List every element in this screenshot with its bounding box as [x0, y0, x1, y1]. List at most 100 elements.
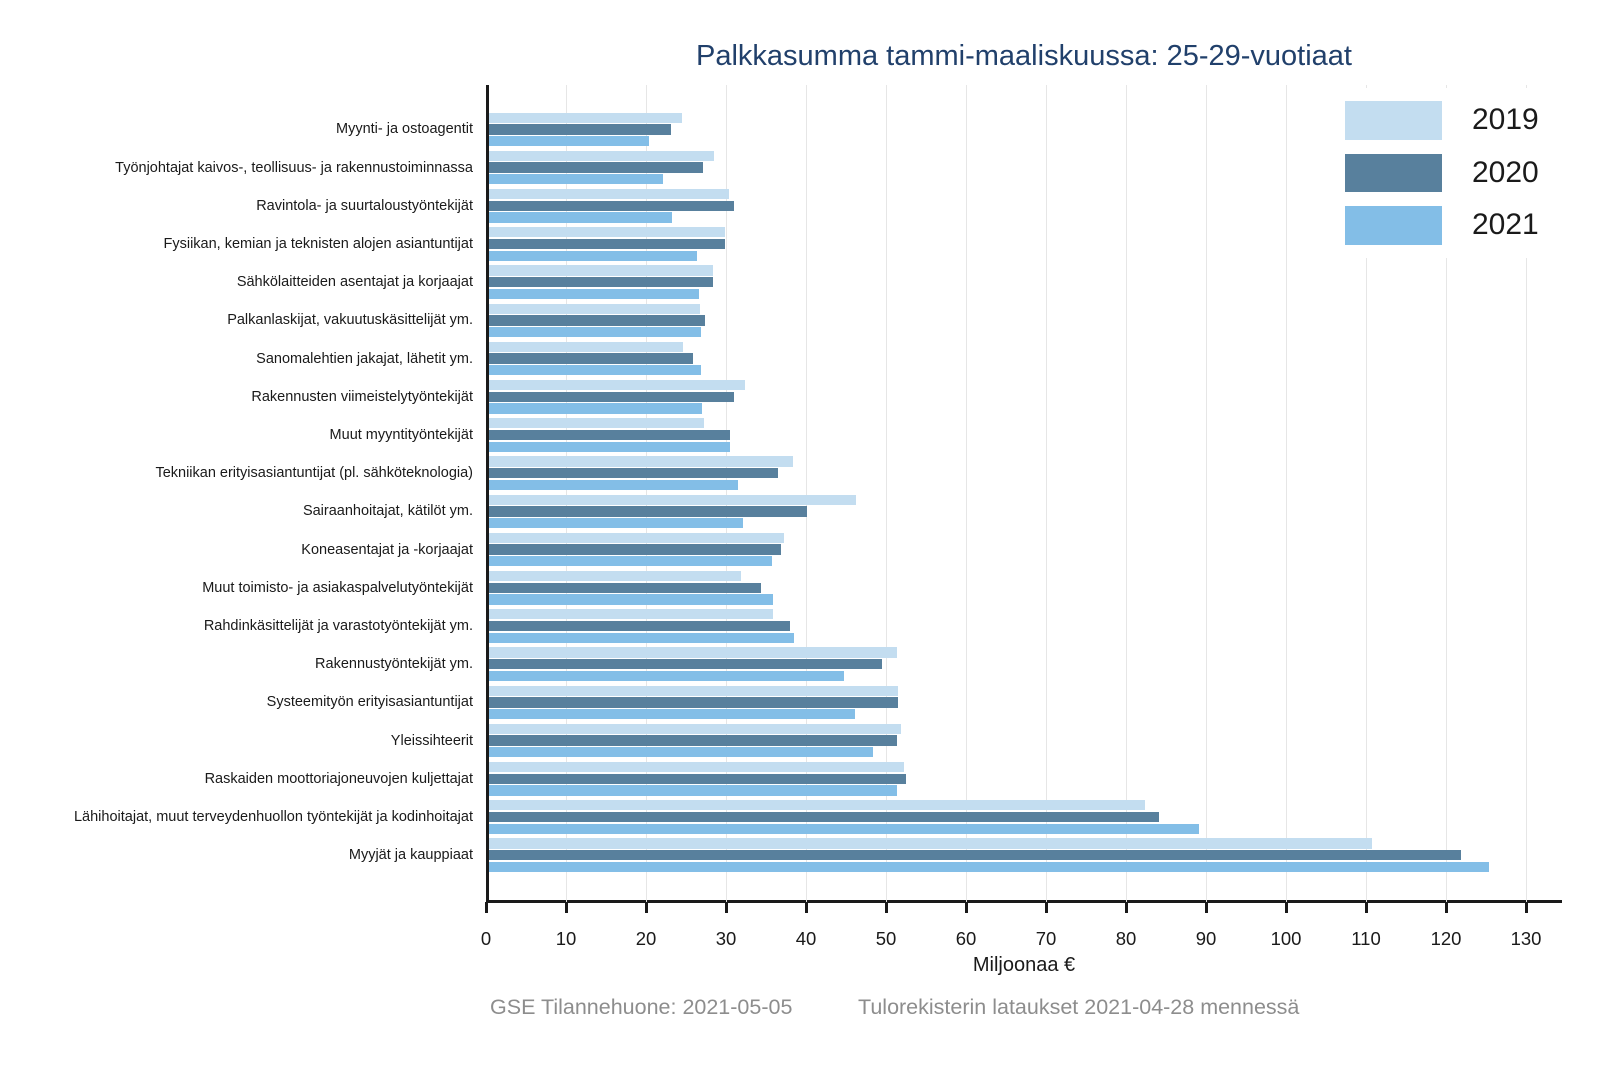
- bar-2020-row3: [488, 200, 735, 211]
- x-tick-label-110: 110: [1351, 928, 1381, 949]
- bar-2021-row3: [488, 212, 672, 223]
- category-label: Rakennusten viimeistelytyöntekijät: [251, 388, 473, 405]
- bar-2020-row2: [488, 162, 703, 173]
- gridline-50: [886, 85, 887, 902]
- x-tick-label-80: 80: [1115, 928, 1137, 949]
- bar-2019-row18: [488, 761, 904, 773]
- bar-2019-row4: [488, 227, 726, 238]
- legend-label-2019: 2019: [1472, 103, 1539, 136]
- bar-2021-row1: [488, 135, 650, 147]
- bar-2019-row6: [488, 303, 700, 314]
- bar-2021-row10: [488, 479, 739, 491]
- bar-2021-row20: [488, 861, 1490, 873]
- x-tick-label-130: 130: [1510, 928, 1542, 949]
- bar-2020-row4: [488, 238, 725, 250]
- bar-2019-row11: [488, 494, 856, 505]
- bar-2021-row12: [488, 556, 772, 567]
- bar-2021-row9: [488, 441, 731, 452]
- x-tick-130: [1525, 902, 1528, 913]
- legend: 2019 2020 2021: [1312, 88, 1564, 258]
- x-tick-label-70: 70: [1035, 928, 1057, 949]
- category-label: Systeemityön erityisasiantuntijat: [266, 694, 473, 711]
- bar-2019-row15: [488, 647, 898, 658]
- category-label: Lähihoitajat, muut terveydenhuollon työn…: [73, 809, 473, 825]
- x-tick-label-60: 60: [955, 928, 977, 949]
- category-label: Sanomalehtien jakajat, lähetit ym.: [256, 350, 473, 367]
- category-label: Ravintola- ja suurtaloustyöntekijät: [256, 197, 473, 214]
- bar-2019-row1: [488, 112, 683, 123]
- gridline-40: [806, 85, 807, 902]
- footer-note: Tulorekisterin lataukset 2021-04-28 menn…: [858, 995, 1300, 1019]
- legend-swatch-2021: [1345, 206, 1442, 245]
- bar-2019-row5: [488, 265, 714, 276]
- gridline-70: [1046, 85, 1047, 902]
- bar-2021-row8: [488, 403, 703, 414]
- bar-2019-row7: [488, 341, 683, 353]
- category-label: Palkanlaskijat, vakuutuskäsittelijät ym.: [227, 312, 473, 329]
- bar-2020-row19: [488, 811, 1159, 823]
- bar-2021-row4: [488, 250, 697, 261]
- bar-2020-row6: [488, 315, 705, 326]
- x-tick-60: [965, 902, 968, 913]
- gridline-130: [1526, 85, 1527, 902]
- bar-2019-row16: [488, 685, 899, 696]
- bar-2020-row14: [488, 620, 791, 632]
- bar-2019-row14: [488, 609, 774, 620]
- x-axis-line: [486, 900, 1562, 903]
- x-tick-20: [645, 902, 648, 913]
- legend-label-2020: 2020: [1472, 155, 1539, 189]
- gridline-20: [646, 85, 647, 902]
- x-tick-label-120: 120: [1430, 928, 1462, 949]
- footer-source: GSE Tilannehuone: 2021-05-05: [490, 995, 793, 1019]
- legend-label-2021: 2021: [1472, 208, 1539, 241]
- bar-2021-row2: [488, 174, 663, 185]
- category-label: Yleissihteerit: [390, 732, 473, 749]
- category-label: Muut myyntityöntekijät: [329, 427, 473, 443]
- gridline-120: [1446, 85, 1447, 902]
- bar-2019-row12: [488, 532, 784, 544]
- bar-2021-row18: [488, 785, 897, 796]
- plot-area: [486, 85, 1562, 903]
- bar-2019-row20: [488, 838, 1372, 849]
- bar-2021-row6: [488, 326, 701, 338]
- bar-2020-row1: [488, 124, 671, 135]
- bar-2021-row16: [488, 708, 855, 720]
- bar-2020-row20: [488, 850, 1461, 861]
- category-label: Koneasentajat ja -korjaajat: [301, 541, 473, 558]
- category-label: Myynti- ja ostoagentit: [335, 121, 473, 138]
- x-tick-90: [1205, 902, 1208, 913]
- bar-2020-row9: [488, 429, 731, 441]
- bar-2021-row15: [488, 670, 844, 682]
- bar-2020-row16: [488, 697, 899, 708]
- category-label: Muut toimisto- ja asiakaspalvelutyönteki…: [202, 579, 473, 596]
- legend-swatch-2020: [1345, 153, 1442, 192]
- x-tick-10: [565, 902, 568, 913]
- x-tick-110: [1365, 902, 1368, 913]
- bar-2020-row15: [488, 659, 883, 670]
- bar-2019-row10: [488, 456, 794, 467]
- x-tick-label-10: 10: [555, 928, 577, 949]
- gridline-30: [726, 85, 727, 902]
- category-label: Myyjät ja kauppiaat: [348, 847, 473, 864]
- bar-2021-row19: [488, 823, 1199, 834]
- bar-2019-row8: [488, 379, 745, 391]
- x-tick-label-50: 50: [875, 928, 897, 949]
- category-label: Tekniikan erityisasiantuntijat (pl. sähk…: [155, 465, 473, 482]
- x-tick-50: [885, 902, 888, 913]
- bar-2019-row19: [488, 800, 1145, 811]
- bar-2021-row5: [488, 288, 699, 300]
- bar-2021-row13: [488, 594, 774, 605]
- bar-2019-row2: [488, 150, 715, 162]
- category-label: Sähkölaitteiden asentajat ja korjaajat: [236, 274, 473, 291]
- gridline-110: [1366, 85, 1367, 902]
- category-label: Työnjohtajat kaivos-, teollisuus- ja rak…: [115, 159, 473, 176]
- legend-swatch-2019: [1345, 101, 1442, 140]
- x-tick-label-20: 20: [635, 928, 657, 949]
- x-tick-0: [485, 902, 488, 913]
- category-label: Raskaiden moottoriajoneuvojen kuljettaja…: [204, 770, 473, 787]
- y-axis-line: [486, 85, 489, 902]
- bar-2020-row11: [488, 506, 807, 517]
- category-label: Fysiikan, kemian ja teknisten alojen asi…: [163, 236, 474, 252]
- gridline-90: [1206, 85, 1207, 902]
- bar-2021-row14: [488, 632, 795, 643]
